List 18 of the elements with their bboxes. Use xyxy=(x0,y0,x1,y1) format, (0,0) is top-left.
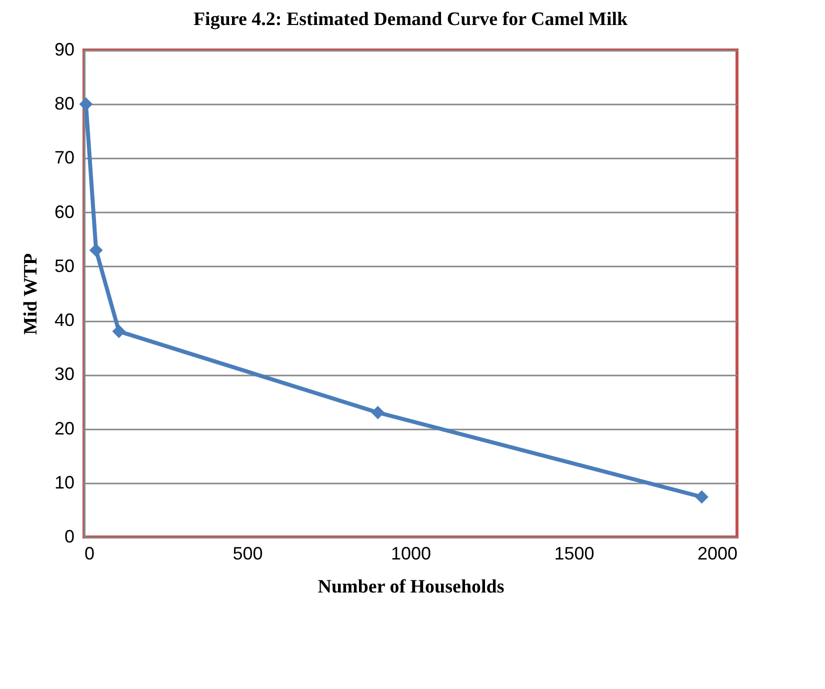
x-tick-label: 1500 xyxy=(554,544,594,564)
y-axis-title: Mid WTP xyxy=(20,252,42,335)
y-tick-label: 90 xyxy=(54,40,74,60)
y-tick-label: 70 xyxy=(54,148,74,168)
x-tick-label: 2000 xyxy=(697,544,738,564)
chart-title: Figure 4.2: Estimated Demand Curve for Camel Milk xyxy=(193,9,628,30)
x-tick-label: 1000 xyxy=(390,544,432,564)
y-tick-label: 0 xyxy=(64,526,74,546)
y-tick-label: 20 xyxy=(54,418,74,438)
y-tick-label: 40 xyxy=(54,310,74,330)
x-axis-title: Number of Households xyxy=(318,576,504,598)
y-tick-label: 80 xyxy=(54,94,74,114)
y-tick-label: 30 xyxy=(54,364,74,384)
x-tick-label: 500 xyxy=(232,544,263,564)
y-tick-label: 10 xyxy=(54,472,74,492)
y-tick-label: 50 xyxy=(54,256,74,276)
x-tick-label: 0 xyxy=(84,544,95,564)
y-tick-label: 60 xyxy=(54,202,74,222)
